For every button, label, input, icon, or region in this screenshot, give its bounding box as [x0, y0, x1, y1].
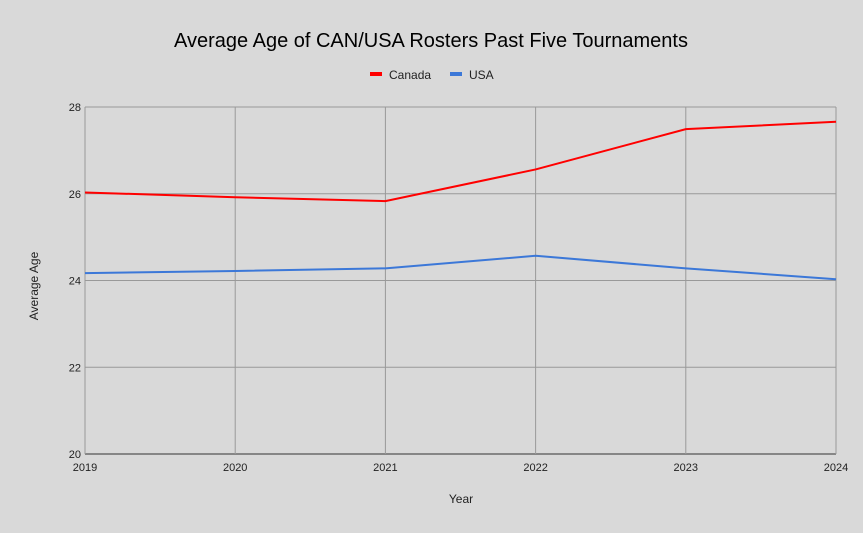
- y-axis-label: Average Age: [27, 251, 41, 320]
- y-tick-label: 28: [69, 102, 81, 114]
- y-tick-label: 22: [69, 362, 81, 374]
- x-tick-label: 2023: [674, 462, 698, 474]
- x-tick-label: 2019: [73, 462, 97, 474]
- legend-swatch: [450, 72, 462, 76]
- series-line-canada: [84, 120, 837, 203]
- x-tick-label: 2022: [523, 462, 547, 474]
- legend-swatch: [370, 72, 382, 76]
- x-tick-label: 2024: [824, 462, 848, 474]
- series-line-usa: [84, 254, 837, 281]
- x-tick-label: 2021: [373, 462, 397, 474]
- legend-label: Canada: [389, 68, 431, 82]
- series-lines: [84, 120, 837, 281]
- x-axis-label: Year: [449, 492, 473, 506]
- x-tick-label: 2020: [223, 462, 247, 474]
- y-tick-label: 20: [69, 449, 81, 461]
- chart-title: Average Age of CAN/USA Rosters Past Five…: [174, 30, 688, 52]
- legend-label: USA: [469, 68, 494, 82]
- y-tick-label: 24: [69, 276, 81, 288]
- y-tick-label: 26: [69, 189, 81, 201]
- legend: Canada USA: [370, 68, 494, 82]
